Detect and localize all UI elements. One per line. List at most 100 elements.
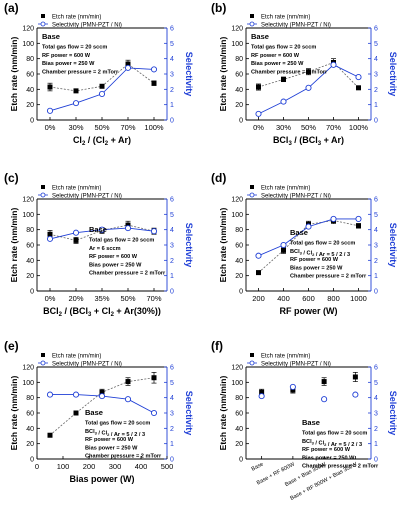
- selectivity-point: [330, 215, 337, 222]
- legend-marker-selectivity: [249, 192, 255, 198]
- chart-panel-4: (d) 0 20 40 60 80 100 120 0 1 2 3 4 5 6 200 400 600 800 100…: [211, 171, 398, 316]
- x-tick-label: 1000: [350, 294, 367, 303]
- etch-rate-point: [259, 389, 265, 395]
- selectivity-point: [280, 241, 287, 249]
- y2-axis-title: Selectivity: [388, 391, 398, 436]
- chart-panel-1: (a) 0 20 40 60 80 100 120 0 1 2 3 4 5 6 0% 30% 50% 70% 100%…: [4, 1, 194, 147]
- y2-tick-label: 4: [374, 395, 378, 402]
- annotation-line: Chamber pressure = 2 mTorr: [302, 464, 379, 470]
- selectivity-point: [280, 98, 287, 105]
- subscript: 2: [82, 141, 86, 147]
- annotation-text: Total gas flow = 20 sccm: [89, 238, 154, 244]
- y-tick-label: 100: [231, 380, 243, 387]
- y-tick-label: 100: [231, 212, 243, 219]
- y-tick-label: 40: [235, 426, 243, 433]
- annotation-text: RF power = 600 W: [251, 53, 300, 59]
- y2-tick-label: 6: [170, 197, 174, 204]
- y2-tick-label: 3: [374, 243, 378, 250]
- etch-rate-point: [99, 83, 105, 89]
- etch-rate-point: [47, 84, 53, 90]
- legend-label-selectivity: Selectivity (PMN-PZT / Ni): [52, 22, 122, 28]
- x-axis-title: Cl2 / (Cl2 + Ar): [73, 135, 131, 147]
- y2-tick-label: 5: [170, 380, 174, 387]
- y-tick-label: 80: [26, 227, 34, 234]
- subscript: 3: [300, 250, 303, 255]
- x-tick-label: Base: [251, 461, 265, 472]
- panel-label: (f): [211, 339, 223, 353]
- annotation-line: Chamber pressure = 2 mTorr: [85, 454, 162, 460]
- annotation-text: Base: [302, 418, 320, 427]
- selectivity-point: [352, 391, 359, 398]
- selectivity-point: [72, 391, 80, 398]
- legend-label-selectivity: Selectivity (PMN-PZT / Ni): [261, 361, 331, 367]
- selectivity-point: [98, 393, 106, 400]
- annotation-line: Ar = 6 sccm: [89, 246, 121, 252]
- y2-tick-label: 3: [170, 243, 174, 250]
- annotation-text: Base: [42, 32, 60, 41]
- etch-rate-point: [321, 379, 327, 385]
- annotation-text: RF power = 600 W: [42, 53, 91, 59]
- y-tick-label: 60: [26, 72, 34, 79]
- y-tick-label: 0: [239, 118, 243, 125]
- y-axis-title: Etch rate (nm/min): [218, 376, 228, 451]
- x-tick-label: 20%: [68, 294, 83, 303]
- selectivity-point: [72, 100, 80, 107]
- etch-rate-point: [356, 223, 361, 229]
- x-tick-label: 300: [109, 462, 122, 471]
- annotation-title: Base: [42, 32, 60, 41]
- y2-tick-label: 1: [374, 441, 378, 448]
- label-part: + Ar(30%)): [114, 306, 161, 316]
- selectivity-point: [72, 229, 80, 236]
- annotation-title: Base: [89, 225, 107, 234]
- y-tick-label: 120: [231, 365, 243, 372]
- annotation-line: Total gas flow = 20 sccm: [85, 421, 150, 427]
- etch-rate-point: [125, 61, 131, 67]
- label-part: + Ar): [321, 135, 344, 145]
- y2-tick-label: 0: [170, 457, 174, 464]
- etch-rate-point: [47, 432, 53, 438]
- legend-label-selectivity: Selectivity (PMN-PZT / Ni): [52, 193, 122, 199]
- y-tick-label: 120: [22, 197, 34, 204]
- etch-rate-point: [352, 374, 358, 380]
- y2-tick-label: 1: [170, 441, 174, 448]
- y-tick-label: 0: [30, 118, 34, 125]
- y2-axis-title: Selectivity: [184, 52, 194, 97]
- x-tick-label: 200: [83, 462, 96, 471]
- y2-tick-label: 2: [374, 258, 378, 265]
- annotation-text: RF power = 600 W: [302, 447, 351, 453]
- y2-tick-label: 0: [170, 289, 174, 296]
- legend-marker-selectivity: [40, 192, 46, 198]
- annotation-text: Ar = 6 sccm: [89, 246, 121, 252]
- legend-marker-selectivity: [249, 360, 255, 366]
- y-tick-label: 100: [22, 380, 34, 387]
- label-part: + Cl: [91, 306, 110, 316]
- label-part: BCl: [273, 135, 289, 145]
- annotation-text: Bias power = 250 W: [302, 455, 355, 461]
- legend-label-etch: Etch rate (nm/min): [261, 14, 310, 20]
- etch-rate-point: [73, 237, 79, 243]
- annotation-text: Chamber pressure = 2 mTorr: [89, 271, 166, 277]
- selectivity-point: [305, 84, 312, 91]
- x-tick-label: 0%: [253, 123, 264, 132]
- annotation-text: Base: [89, 225, 107, 234]
- subscript: 2: [107, 432, 110, 437]
- legend-label-etch: Etch rate (nm/min): [52, 185, 101, 191]
- x-tick-label: 30%: [276, 123, 291, 132]
- y-tick-label: 40: [26, 87, 34, 94]
- y-tick-label: 20: [235, 273, 243, 280]
- annotation-text: Bias power = 250 W: [89, 262, 142, 268]
- x-tick-label: 400: [135, 462, 148, 471]
- x-tick-label: 200: [252, 294, 265, 303]
- annotation-text: / Ar = 5 / 2 / 3: [326, 442, 362, 448]
- x-tick-label: 0%: [45, 123, 56, 132]
- annotation-line: Bias power = 250 W: [290, 265, 343, 271]
- y-tick-label: 0: [239, 289, 243, 296]
- y-tick-label: 80: [235, 395, 243, 402]
- y2-tick-label: 2: [170, 426, 174, 433]
- y2-axis-title: Selectivity: [388, 223, 398, 268]
- x-axis-title: RF power (W): [280, 306, 338, 316]
- etch-rate-point: [99, 389, 105, 395]
- x-tick-label: 30%: [68, 123, 83, 132]
- legend-label-etch: Etch rate (nm/min): [261, 185, 310, 191]
